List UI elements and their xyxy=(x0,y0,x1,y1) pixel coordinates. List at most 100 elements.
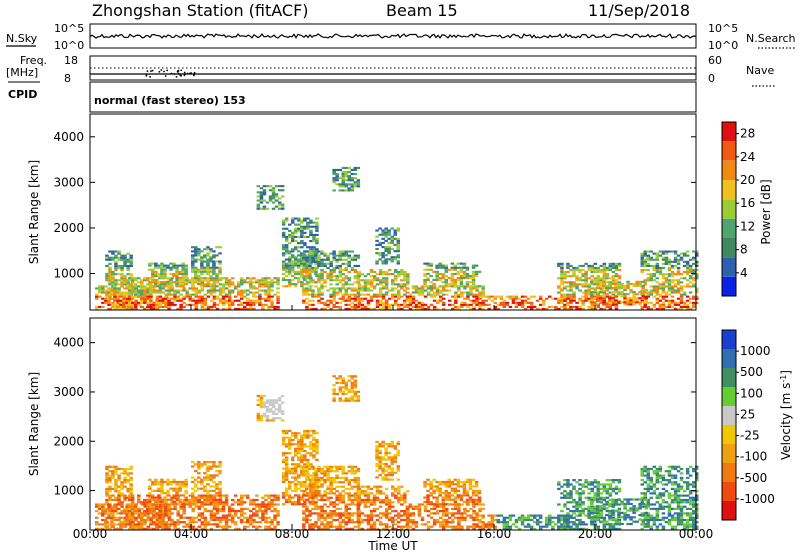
velocity-cell xyxy=(268,401,273,404)
power-cell xyxy=(614,291,619,294)
velocity-cell xyxy=(347,479,351,482)
velocity-cell xyxy=(161,514,166,517)
velocity-cell xyxy=(206,496,210,499)
velocity-cell xyxy=(329,476,333,479)
velocity-cell xyxy=(309,447,313,450)
velocity-cell xyxy=(303,463,307,466)
power-cell xyxy=(291,221,295,224)
velocity-cell xyxy=(300,445,304,448)
power-cell xyxy=(572,281,576,284)
power-cell xyxy=(667,287,672,290)
velocity-cell xyxy=(230,521,235,524)
power-cell xyxy=(587,307,591,310)
power-cell xyxy=(344,283,348,286)
power-cell xyxy=(350,185,355,188)
power-cell xyxy=(614,307,619,310)
velocity-cell xyxy=(264,527,268,530)
power-cell xyxy=(635,280,639,283)
power-cell xyxy=(267,297,271,300)
velocity-cell xyxy=(332,512,336,515)
velocity-cell xyxy=(360,490,365,493)
power-cell xyxy=(129,275,133,278)
velocity-cell xyxy=(265,419,270,422)
velocity-cell xyxy=(332,465,336,468)
power-cell xyxy=(347,293,351,296)
power-cell xyxy=(350,289,355,292)
power-cell xyxy=(309,240,313,243)
power-cell xyxy=(584,289,588,292)
velocity-cell xyxy=(188,498,192,502)
velocity-cell xyxy=(284,452,289,455)
velocity-cell xyxy=(200,483,204,486)
velocity-cell xyxy=(133,527,138,530)
power-cell xyxy=(152,289,157,292)
power-cell xyxy=(261,305,265,308)
power-cell xyxy=(270,305,274,308)
velocity-cell xyxy=(329,470,333,473)
power-cell xyxy=(323,271,327,274)
power-cell xyxy=(305,291,309,294)
power-cell xyxy=(581,301,585,304)
velocity-cell xyxy=(221,516,226,519)
velocity-cell xyxy=(176,521,180,524)
power-cell xyxy=(314,256,318,259)
velocity-cell xyxy=(261,516,265,519)
power-cell xyxy=(429,303,434,306)
power-cell xyxy=(209,268,213,271)
power-cell xyxy=(270,283,274,286)
velocity-cell xyxy=(317,525,321,528)
power-cell xyxy=(258,293,262,296)
power-cell xyxy=(478,295,482,298)
velocity-cell xyxy=(317,494,321,497)
velocity-cell xyxy=(126,516,130,519)
velocity-cell xyxy=(291,500,295,504)
power-cell xyxy=(602,301,606,304)
power-cell xyxy=(614,303,618,306)
power-cell xyxy=(460,301,464,304)
velocity-cell xyxy=(197,518,202,522)
power-cell xyxy=(314,262,318,265)
power-cell xyxy=(384,260,388,263)
power-cell xyxy=(311,293,315,296)
power-cell xyxy=(104,301,108,304)
power-cell xyxy=(447,268,451,271)
power-cell xyxy=(381,246,385,249)
power-cell xyxy=(194,295,198,298)
power-cell xyxy=(329,252,333,255)
power-cell xyxy=(170,293,174,296)
power-cell xyxy=(655,293,660,296)
power-cell xyxy=(173,289,177,292)
power-cell xyxy=(646,258,650,261)
velocity-cell xyxy=(164,512,168,515)
velocity-cell xyxy=(212,465,216,468)
velocity-cell xyxy=(267,503,271,506)
power-cell xyxy=(240,301,244,304)
power-cell xyxy=(305,277,309,280)
velocity-cell xyxy=(173,523,177,526)
velocity-cell xyxy=(274,417,279,420)
power-cell xyxy=(611,264,616,267)
power-cell xyxy=(276,295,280,298)
velocity-cell xyxy=(329,485,333,488)
power-cell xyxy=(460,303,464,306)
power-cell xyxy=(584,299,588,302)
velocity-cell xyxy=(338,467,342,471)
power-cell xyxy=(291,248,295,251)
velocity-cell xyxy=(347,496,351,499)
power-cell xyxy=(391,303,395,306)
power-cell xyxy=(335,275,339,278)
power-cell xyxy=(444,283,448,286)
power-cell xyxy=(255,287,259,290)
velocity-cell xyxy=(326,474,330,477)
power-cell xyxy=(442,293,446,296)
velocity-cell xyxy=(148,478,152,481)
power-cell xyxy=(441,264,445,267)
velocity-cell xyxy=(122,525,126,528)
power-cell xyxy=(566,266,570,269)
velocity-cell xyxy=(281,476,286,479)
velocity-cell xyxy=(175,483,179,486)
power-cell xyxy=(288,256,292,259)
power-cell xyxy=(481,291,485,294)
power-cell xyxy=(314,293,318,296)
power-cell xyxy=(308,273,312,276)
